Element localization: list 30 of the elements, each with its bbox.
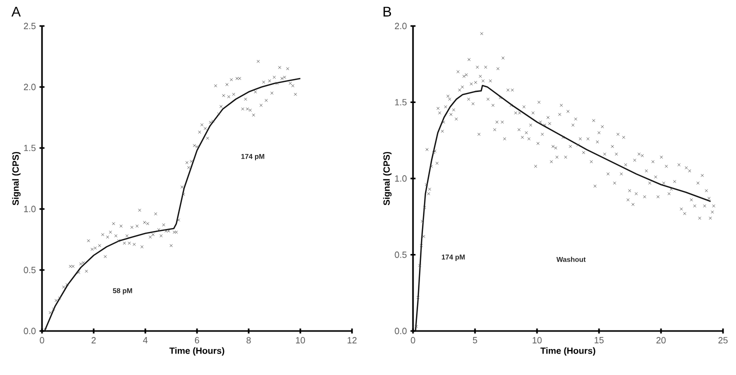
x-tick-label: 4 [143, 337, 148, 344]
y-tick-label: 1.0 [395, 175, 407, 182]
y-tick-label: 0.5 [394, 252, 407, 258]
x-axis-title: Time (Hours) [540, 347, 596, 356]
x-tick-label: 15 [594, 337, 604, 344]
y-tick-label: 0.0 [394, 328, 407, 334]
x-tick-label: 5 [472, 337, 478, 344]
y-tick-label: 2.0 [24, 84, 36, 90]
y-axis-title: Signal (CPS) [12, 152, 21, 206]
x-tick-label: 0 [410, 337, 416, 344]
y-tick-label: 0.5 [24, 266, 36, 274]
y-tick-label: 1.5 [24, 144, 36, 152]
y-tick-label: 2.0 [394, 22, 407, 30]
x-tick-label: 2 [92, 337, 96, 344]
x-tick-label: 12 [348, 337, 357, 344]
y-tick-label: 1.5 [395, 99, 407, 106]
x-tick-label: 20 [656, 337, 666, 344]
y-tick-label: 1.0 [24, 206, 36, 212]
chart-title: A [11, 6, 21, 16]
x-tick-label: 10 [532, 337, 542, 344]
x-tick-label: 6 [194, 337, 200, 344]
y-tick-label: 2.5 [24, 22, 36, 30]
chart-title: B [384, 6, 392, 16]
x-axis-title: Time (Hours) [169, 347, 224, 356]
x-tick-label: 0 [40, 337, 44, 344]
y-tick-label: 0.0 [24, 328, 36, 334]
y-axis-title: Signal (CPS) [383, 152, 392, 206]
x-tick-label: 8 [246, 337, 251, 344]
x-tick-label: 10 [296, 337, 305, 344]
x-tick-label: 25 [718, 337, 728, 344]
